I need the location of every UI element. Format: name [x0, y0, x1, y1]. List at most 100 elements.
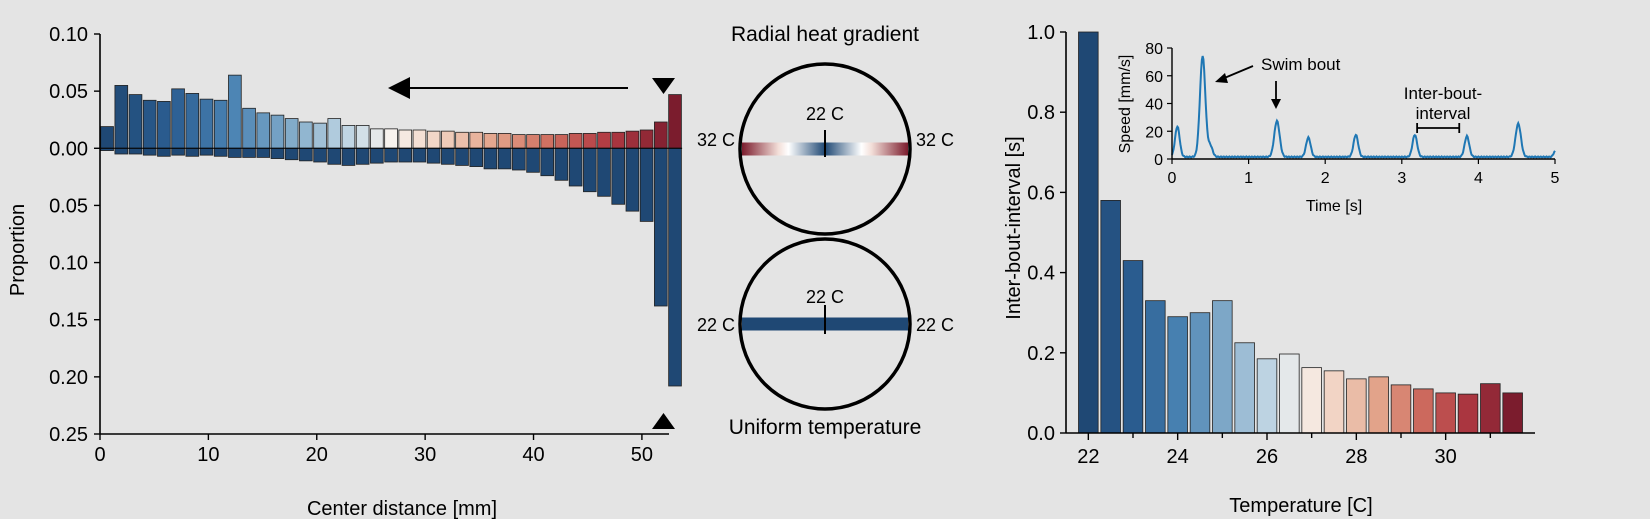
- uniform-bar: [526, 147, 540, 173]
- uniform-bar: [299, 147, 313, 162]
- inset-y-label: Speed [mm/s]: [1117, 55, 1134, 154]
- uniform-bar: [114, 147, 129, 155]
- gradient-bar: [597, 131, 611, 149]
- proportion-x-label: Center distance [mm]: [307, 498, 497, 519]
- ibi-axes: 0.00.20.40.60.81.022 24 26 28 30: [1027, 22, 1535, 468]
- direction-arrow-head: [388, 77, 410, 99]
- gradient-bar: [455, 131, 469, 149]
- inset-x-tick-label: 4: [1474, 170, 1483, 187]
- ibi-bar: [1368, 376, 1389, 434]
- uniform-bar: [157, 147, 171, 157]
- uniform-bar: [142, 147, 157, 156]
- ibi-y-tick-label: 1.0: [1027, 22, 1055, 44]
- gradient-bar: [398, 129, 413, 149]
- inter-bout-interval-chart: 0.00.20.40.60.81.022 24 26 28 30 Temperature…: [1003, 22, 1535, 517]
- gradient-bar: [554, 134, 569, 149]
- uniform-arena-circle: [738, 237, 912, 411]
- gradient-right-label: 32 C: [916, 130, 954, 150]
- gradient-bar: [213, 99, 228, 149]
- proportion-chart: 0.10 0.05 0.00 0.05 0.10 0.15 0.20 0.25 0 10 20 30 4…: [7, 24, 683, 519]
- ibi-bar: [1212, 300, 1233, 434]
- gradient-bar: [540, 134, 555, 149]
- ibi-bar: [1279, 353, 1300, 434]
- proportion-y-tick-label: 0.20: [49, 367, 88, 389]
- swim-bout-arrow-down: [1271, 81, 1281, 109]
- uniform-bar: [128, 147, 143, 155]
- ibi-bar: [1301, 367, 1322, 434]
- uniform-bar: [540, 147, 555, 177]
- ibi-bar: [1435, 392, 1456, 434]
- gradient-bar: [199, 98, 214, 149]
- uniform-bar: [355, 147, 370, 165]
- ibi-y-tick-label: 0.6: [1027, 182, 1055, 204]
- gradient-bar: [242, 107, 256, 149]
- uniform-temperature-title: Uniform temperature: [729, 416, 922, 439]
- proportion-y-label: Proportion: [7, 204, 29, 296]
- uniform-bar: [554, 147, 569, 181]
- uniform-bar: [199, 147, 214, 156]
- proportion-x-tick-label: 10: [197, 444, 219, 466]
- ibi-y-tick-label: 0.0: [1027, 423, 1055, 445]
- gradient-bar: [526, 134, 540, 149]
- uniform-bar: [384, 147, 398, 163]
- gradient-bar: [441, 130, 455, 149]
- gradient-bar: [114, 85, 129, 149]
- gradient-bar: [497, 133, 512, 149]
- uniform-bar: [455, 147, 469, 166]
- uniform-bar: [512, 147, 526, 171]
- ibi-bar: [1189, 312, 1211, 434]
- uniform-bar: [213, 147, 228, 157]
- triangle-up-marker: [652, 413, 675, 429]
- uniform-bar: [639, 147, 654, 222]
- gradient-bar: [370, 128, 384, 149]
- ibi-bar: [1480, 383, 1501, 434]
- inset-x-tick-label: 5: [1551, 170, 1560, 187]
- ibi-x-tick-label: 24: [1167, 446, 1189, 468]
- proportion-x-tick-label: 20: [306, 444, 328, 466]
- uniform-right-label: 22 C: [916, 315, 954, 335]
- ibi-bar: [1145, 300, 1166, 434]
- proportion-x-tick-label: 0: [94, 444, 105, 466]
- inter-bout-label-line1: Inter-bout-: [1404, 84, 1482, 103]
- uniform-bar: [625, 147, 640, 212]
- arena-diagram: Radial heat gradient 22 C 32 C 32 C 22 C…: [697, 23, 954, 439]
- gradient-bar: [512, 134, 526, 149]
- gradient-center-label: 22 C: [806, 104, 844, 124]
- ibi-bar: [1100, 200, 1121, 434]
- gradient-bar: [100, 126, 114, 149]
- gradient-bar: [157, 101, 171, 149]
- uniform-bar: [270, 147, 285, 159]
- gradient-bar: [327, 118, 342, 149]
- gradient-bar: [412, 129, 427, 149]
- proportion-y-tick-label: 0.05: [49, 81, 88, 103]
- inset-y-tick-label: 20: [1145, 124, 1163, 141]
- gradient-bar: [426, 130, 441, 149]
- inter-bout-interval-bracket: [1416, 123, 1461, 133]
- uniform-bar: [412, 147, 427, 163]
- inset-x-tick-label: 1: [1244, 170, 1253, 187]
- ibi-x-tick-label: 28: [1345, 446, 1367, 468]
- ibi-x-tick-label: 26: [1256, 446, 1278, 468]
- inset-y-tick-label: 0: [1154, 152, 1163, 169]
- ibi-bar: [1390, 384, 1412, 434]
- ibi-y-tick-label: 0.2: [1027, 343, 1055, 365]
- uniform-bar: [327, 147, 342, 165]
- uniform-bar: [483, 147, 498, 170]
- ibi-y-tick-label: 0.8: [1027, 102, 1055, 124]
- proportion-y-tick-label: 0.05: [49, 195, 88, 217]
- ibi-bar: [1234, 342, 1255, 434]
- gradient-bar: [270, 114, 285, 149]
- swim-bout-label: Swim bout: [1261, 55, 1341, 74]
- gradient-arena-circle: [738, 62, 912, 236]
- uniform-center-label: 22 C: [806, 287, 844, 307]
- gradient-bar: [483, 133, 498, 149]
- inset-y-tick-label: 40: [1145, 97, 1163, 114]
- uniform-bar: [284, 147, 299, 161]
- ibi-y-label: Inter-bout-interval [s]: [1003, 136, 1025, 319]
- uniform-bar: [370, 147, 384, 164]
- gradient-bar: [611, 131, 626, 149]
- gradient-bar: [639, 129, 654, 149]
- ibi-x-tick-label: 22: [1077, 446, 1099, 468]
- ibi-bar: [1457, 393, 1479, 434]
- gradient-bar: [313, 122, 327, 149]
